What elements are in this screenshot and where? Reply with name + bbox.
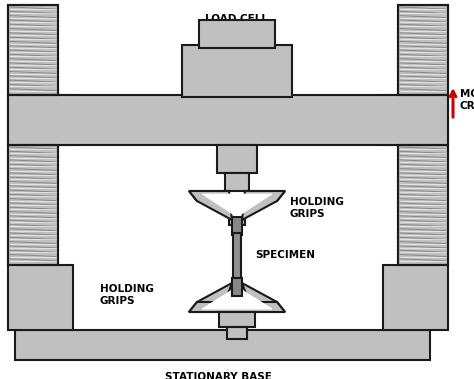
Bar: [398, 5, 448, 95]
Bar: [383, 95, 448, 145]
Bar: [233, 233, 241, 278]
Text: STATIONARY BASE: STATIONARY BASE: [164, 372, 272, 379]
Bar: [398, 145, 448, 265]
Bar: [217, 145, 257, 173]
Bar: [8, 5, 58, 95]
Text: LOAD CELL: LOAD CELL: [206, 14, 268, 24]
Bar: [398, 145, 448, 265]
Text: HOLDING
GRIPS: HOLDING GRIPS: [290, 197, 344, 219]
Polygon shape: [189, 283, 232, 312]
Polygon shape: [242, 283, 285, 312]
Polygon shape: [202, 287, 272, 309]
Bar: [8, 145, 58, 265]
Bar: [8, 5, 58, 95]
Bar: [8, 95, 448, 145]
Bar: [225, 173, 249, 191]
Bar: [219, 312, 255, 327]
Polygon shape: [189, 191, 285, 225]
Bar: [383, 265, 448, 330]
Text: HOLDING
GRIPS: HOLDING GRIPS: [100, 284, 154, 306]
Bar: [8, 145, 58, 265]
Bar: [398, 5, 448, 95]
Polygon shape: [202, 194, 272, 217]
Polygon shape: [189, 283, 285, 312]
Polygon shape: [242, 191, 285, 220]
Text: SPECIMEN: SPECIMEN: [255, 250, 315, 260]
Text: MOVING
CROSSHEAD: MOVING CROSSHEAD: [460, 89, 474, 111]
Bar: [8, 95, 73, 145]
Bar: [8, 265, 73, 330]
Bar: [232, 278, 242, 296]
Bar: [15, 330, 430, 360]
Polygon shape: [202, 287, 272, 309]
Bar: [182, 45, 292, 97]
Polygon shape: [189, 191, 232, 220]
Bar: [232, 217, 242, 235]
Bar: [227, 327, 247, 339]
Bar: [199, 20, 275, 48]
